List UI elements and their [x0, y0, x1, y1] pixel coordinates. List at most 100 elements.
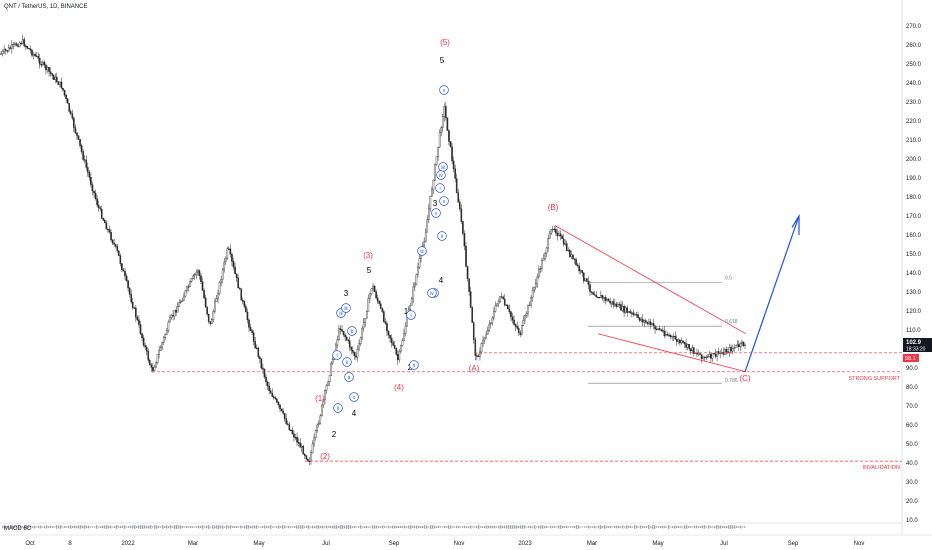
macd-bar: [190, 525, 192, 529]
candle-body: [558, 233, 560, 236]
price-axis[interactable]: 10.020.030.040.050.060.070.080.090.0100.…: [906, 24, 922, 524]
wave-label-blue: ii: [413, 363, 415, 369]
macd-bar: [618, 525, 620, 529]
x-tick-label: May: [652, 541, 663, 547]
candle-body: [56, 76, 58, 83]
macd-bar: [80, 525, 82, 529]
macd-bar: [580, 526, 582, 528]
candle-body: [657, 328, 659, 330]
candle-body: [77, 135, 80, 140]
macd-bar: [174, 525, 176, 529]
candle-body: [300, 446, 303, 448]
candle-body: [277, 402, 280, 406]
candle-body: [626, 307, 628, 313]
candle-body: [366, 311, 368, 319]
macd-bar: [400, 526, 402, 528]
candle-body: [214, 301, 216, 312]
macd-bar: [362, 526, 364, 528]
macd-bar: [94, 526, 96, 528]
wave-circle-blue: [409, 360, 419, 370]
macd-bar: [704, 525, 706, 529]
macd-bar: [598, 525, 600, 529]
macd-bar: [264, 525, 266, 529]
wave-label-blue: ii: [441, 234, 443, 240]
candle-body: [308, 460, 311, 463]
y-tick-label: 170.0: [906, 214, 922, 220]
candle-body: [187, 286, 190, 288]
candle-body: [45, 64, 47, 71]
candle-body: [141, 333, 143, 339]
y-tick-label: 160.0: [906, 233, 922, 239]
x-tick-label: Oct: [25, 541, 35, 547]
wave-label-blue: iii: [420, 249, 423, 255]
candle-body: [372, 285, 374, 289]
macd-bar: [634, 525, 636, 529]
support-price-tag: 98.1: [903, 354, 919, 362]
macd-bar: [114, 525, 116, 529]
candle-body: [124, 271, 126, 277]
candle-body: [441, 116, 444, 128]
macd-bar: [288, 525, 290, 529]
x-tick-label: Nov: [454, 541, 465, 547]
macd-bar: [104, 525, 106, 529]
candle-body: [156, 354, 159, 363]
macd-bar: [740, 525, 742, 529]
macd-bar: [126, 526, 128, 528]
candle-body: [641, 318, 644, 323]
macd-bar: [678, 525, 680, 529]
candle-body: [671, 336, 673, 338]
macd-bar: [726, 525, 728, 529]
candle-body: [88, 172, 91, 178]
symbol-legend[interactable]: QNT / TetherUS, 1D, BINANCE: [4, 4, 87, 10]
time-axis[interactable]: Oct 8 2022 Mar May Jul Sep Nov 2023 Mar May Jul Sep N…: [25, 541, 864, 547]
macd-bar: [510, 525, 512, 529]
macd-bar: [626, 525, 628, 529]
candle-body: [254, 341, 257, 349]
macd-bar: [318, 525, 320, 529]
candle-body: [555, 229, 557, 234]
candle-body: [144, 345, 146, 348]
candle-body: [486, 330, 489, 335]
candle-body: [651, 323, 653, 325]
candle-body: [113, 242, 115, 245]
candle-body: [705, 356, 708, 359]
candle-body: [336, 339, 339, 346]
macd-bar: [28, 526, 30, 528]
candle-body: [314, 430, 317, 438]
wave-label-blue: v: [435, 211, 438, 217]
candle-body: [42, 61, 44, 65]
candle-body: [386, 323, 388, 332]
candle-body: [517, 327, 520, 333]
wave-label-red: (B): [548, 203, 559, 212]
candle-body: [169, 317, 171, 323]
candle-body: [658, 328, 661, 331]
macd-bar: [262, 526, 264, 528]
candle-body: [569, 249, 571, 257]
candle-body: [379, 303, 382, 309]
candle-body: [384, 321, 387, 324]
macd-bar: [342, 525, 344, 529]
candle-body: [218, 282, 221, 294]
macd-label[interactable]: MACD 6C: [4, 526, 32, 532]
candle-body: [680, 340, 683, 344]
candle-body: [316, 424, 319, 431]
macd-bar: [450, 525, 452, 529]
candle-body: [11, 44, 13, 49]
macd-bar: [106, 525, 108, 529]
macd-bar: [736, 526, 738, 528]
candle-body: [649, 321, 652, 325]
candle-body: [665, 334, 667, 336]
candle-body: [601, 295, 604, 299]
macd-bar: [596, 526, 598, 528]
candle-body: [52, 75, 55, 80]
macd-bar: [542, 525, 544, 529]
candle-body: [507, 305, 509, 310]
macd-bar: [232, 526, 234, 528]
candle-body: [564, 243, 566, 245]
candle-body: [297, 442, 300, 444]
candle-body: [176, 306, 179, 313]
macd-bar: [352, 526, 354, 528]
candle-body: [618, 303, 621, 306]
candle-body: [663, 330, 666, 336]
